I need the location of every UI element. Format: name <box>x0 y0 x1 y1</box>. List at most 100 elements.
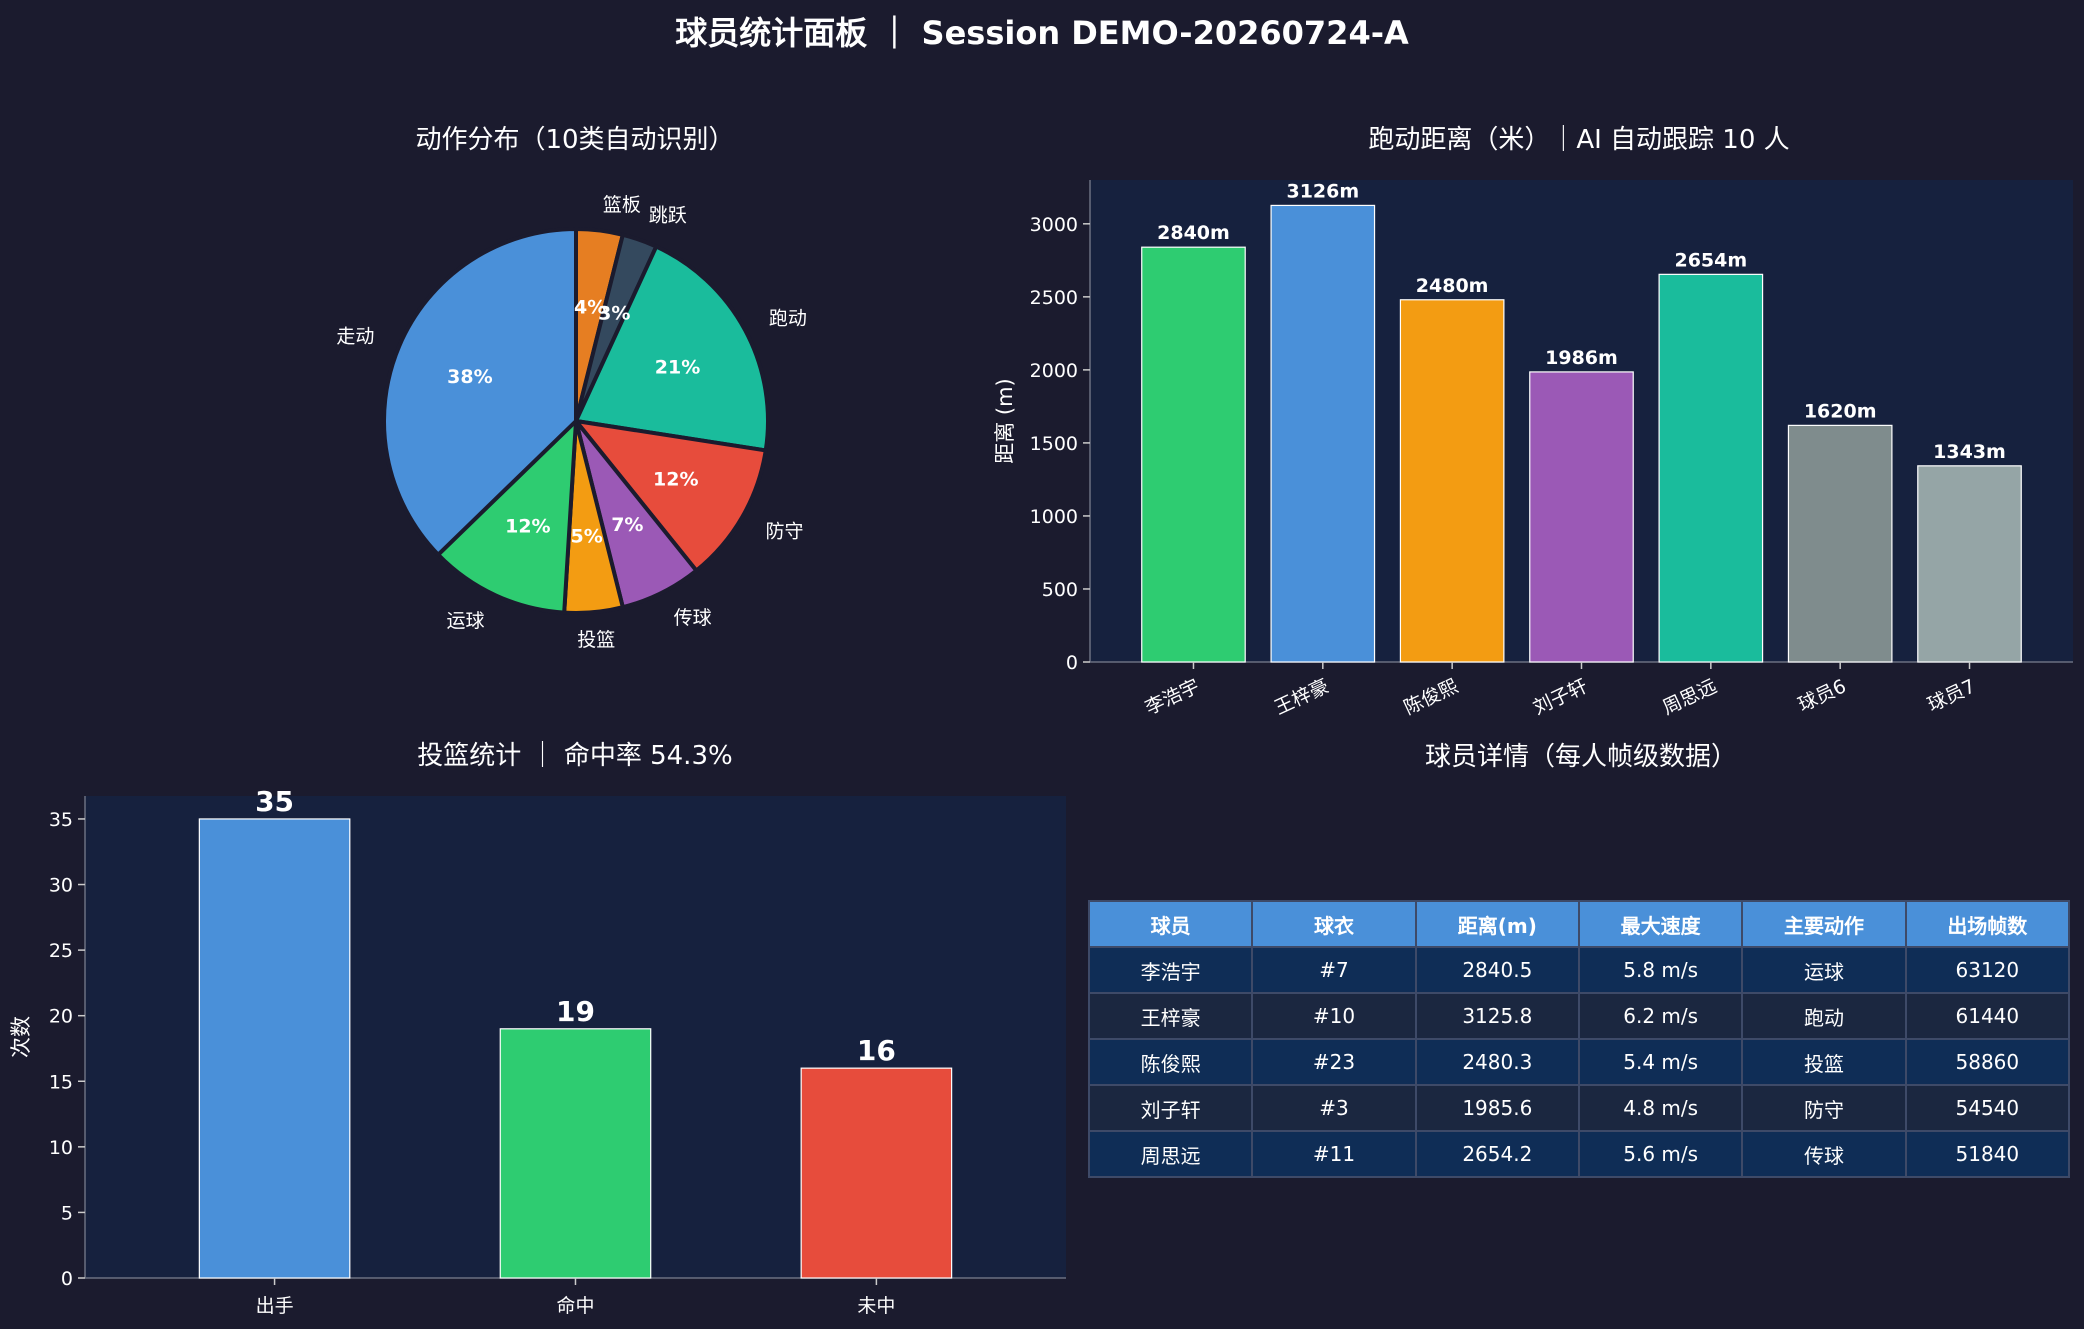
pie-slice <box>382 226 578 558</box>
bar-value-label: 35 <box>255 785 294 818</box>
table-cell: 2654.2 <box>1414 1130 1580 1178</box>
pie-slice-percent: 3% <box>598 302 630 324</box>
table-cell: 5.4 m/s <box>1577 1038 1744 1086</box>
table-cell: 跑动 <box>1741 992 1907 1040</box>
table-cell: 传球 <box>1741 1130 1907 1178</box>
table-cell: 投篮 <box>1741 1038 1907 1086</box>
bar-value-label: 2654m <box>1674 249 1747 271</box>
table-header-cell: 最大速度 <box>1577 900 1744 948</box>
y-tick-label: 10 <box>49 1137 73 1159</box>
action-distribution-pie-chart: 动作分布（10类自动识别） 篮板 4% 跳跃 3% 跑动 21% 防守 12% 传球 7% 投篮 5%… <box>336 125 806 651</box>
shooting-stats-bar-chart: 投篮统计 ｜ 命中率 54.3% 0 5 10 15 20 25 30 35 35 出手 19 命中 1… <box>9 741 1066 1317</box>
pie-slice-label: 运球 <box>447 610 485 632</box>
table-header-cell: 球员 <box>1087 900 1254 948</box>
y-tick-label: 3000 <box>1030 214 1078 236</box>
y-tick-label: 30 <box>49 875 73 897</box>
dashboard-title: 球员统计面板 ｜ Session DEMO-20260724-A <box>675 14 1409 52</box>
table-cell: 5.8 m/s <box>1577 946 1744 994</box>
table-cell: 2840.5 <box>1414 946 1580 994</box>
table-header-cell: 出场帧数 <box>1904 900 2071 948</box>
pie-slice-percent: 5% <box>570 526 602 548</box>
table-row: 李浩宇 #7 2840.5 5.8 m/s 运球 63120 <box>1087 946 2071 994</box>
player-detail-table: 球员 球衣 距离(m) 最大速度 主要动作 出场帧数 李浩宇 #7 2840.5… <box>1087 900 2071 1178</box>
table-cell: #23 <box>1251 1038 1417 1086</box>
pie-slice-percent: 12% <box>505 516 550 538</box>
pie-slice-percent: 7% <box>611 514 643 536</box>
pie-slice <box>435 415 579 615</box>
pie-slice-label: 篮板 <box>603 194 641 216</box>
bar <box>1917 465 2022 663</box>
bar <box>800 1067 953 1279</box>
table-cell: 防守 <box>1741 1084 1907 1132</box>
x-tick-label: 命中 <box>556 1295 594 1317</box>
table-cell: #10 <box>1251 992 1417 1040</box>
table-cell: 周思远 <box>1087 1130 1254 1178</box>
table-header-cell: 球衣 <box>1251 900 1417 948</box>
pie-slice-label: 走动 <box>336 326 374 348</box>
pie-slice <box>573 243 770 453</box>
bar-value-label: 2840m <box>1157 222 1230 244</box>
bar <box>1399 299 1505 663</box>
pie-slice-label: 防守 <box>766 520 804 542</box>
y-tick-label: 1000 <box>1030 506 1078 528</box>
table-row: 刘子轩 #3 1985.6 4.8 m/s 防守 54540 <box>1087 1084 2071 1132</box>
table-cell: #7 <box>1251 946 1417 994</box>
distance-chart-title: 跑动距离（米）｜AI 自动跟踪 10 人 <box>1368 125 1789 155</box>
table-header-cell: 距离(m) <box>1414 900 1580 948</box>
bar-value-label: 1620m <box>1804 400 1877 422</box>
table-cell: 3125.8 <box>1414 992 1580 1040</box>
table-header-cell: 主要动作 <box>1741 900 1907 948</box>
pie-slice-percent: 4% <box>574 297 606 319</box>
table-cell: 李浩宇 <box>1087 946 1254 994</box>
y-tick-label: 1500 <box>1030 433 1078 455</box>
table-cell: 陈俊熙 <box>1087 1038 1254 1086</box>
pie-slice-label: 传球 <box>674 607 712 629</box>
bar <box>1141 246 1246 663</box>
bar-value-label: 3126m <box>1286 180 1359 202</box>
y-tick-label: 15 <box>49 1071 73 1093</box>
table-cell: 刘子轩 <box>1087 1084 1254 1132</box>
shooting-chart-title: 投篮统计 ｜ 命中率 54.3% <box>417 741 732 771</box>
bar-value-label: 2480m <box>1416 275 1489 297</box>
table-cell: 5.6 m/s <box>1577 1130 1744 1178</box>
y-tick-label: 2000 <box>1030 360 1078 382</box>
x-tick-label: 李浩宇 <box>1142 675 1203 719</box>
table-cell: #11 <box>1251 1130 1417 1178</box>
table-cell: 51840 <box>1904 1130 2071 1178</box>
pie-slice-percent: 21% <box>655 356 700 378</box>
x-tick-label: 刘子轩 <box>1530 675 1591 719</box>
bar-value-label: 19 <box>556 995 595 1028</box>
y-tick-label: 0 <box>61 1268 73 1290</box>
table-cell: 63120 <box>1904 946 2071 994</box>
pie-chart-title: 动作分布（10类自动识别） <box>415 125 734 155</box>
table-cell: 2480.3 <box>1414 1038 1580 1086</box>
pie-slice-percent: 38% <box>447 366 492 388</box>
table-cell: 运球 <box>1741 946 1907 994</box>
table-row: 周思远 #11 2654.2 5.6 m/s 传球 51840 <box>1087 1130 2071 1178</box>
table-row: 王梓豪 #10 3125.8 6.2 m/s 跑动 61440 <box>1087 992 2071 1040</box>
x-tick-label: 陈俊熙 <box>1401 675 1462 719</box>
table-cell: 1985.6 <box>1414 1084 1580 1132</box>
y-tick-label: 0 <box>1066 652 1078 674</box>
y-tick-label: 2500 <box>1030 287 1078 309</box>
table-cell: 王梓豪 <box>1087 992 1254 1040</box>
bar <box>499 1028 652 1279</box>
x-tick-label: 王梓豪 <box>1271 675 1332 719</box>
bar <box>1787 424 1893 663</box>
bar-value-label: 1343m <box>1933 441 2006 463</box>
running-distance-bar-chart: 跑动距离（米）｜AI 自动跟踪 10 人 0 500 1000 1500 2000 250… <box>993 125 2073 719</box>
pie-slice <box>571 418 769 574</box>
bar <box>198 818 351 1279</box>
table-cell: 61440 <box>1904 992 2071 1040</box>
table-cell: 6.2 m/s <box>1577 992 1744 1040</box>
x-tick-label: 未中 <box>857 1295 895 1317</box>
y-tick-label: 20 <box>49 1006 73 1028</box>
bar-value-label: 16 <box>857 1034 896 1067</box>
x-tick-label: 出手 <box>256 1295 294 1317</box>
x-tick-label: 周思远 <box>1659 675 1720 719</box>
table-cell: 4.8 m/s <box>1577 1084 1744 1132</box>
y-axis-label: 次数 <box>9 1016 33 1058</box>
bar <box>1658 273 1764 663</box>
table-header-row: 球员 球衣 距离(m) 最大速度 主要动作 出场帧数 <box>1087 900 2071 948</box>
bar <box>1529 371 1634 663</box>
